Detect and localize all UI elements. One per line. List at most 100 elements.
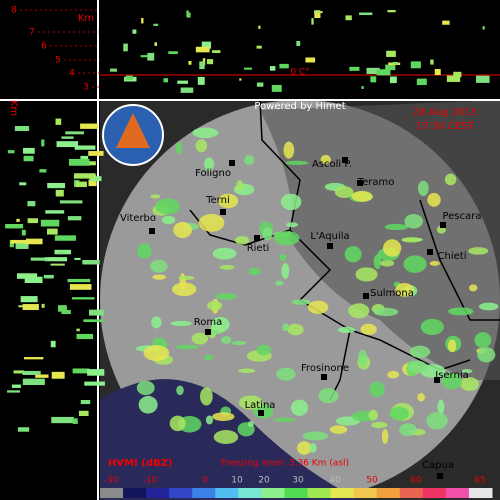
colorbar-swatch	[146, 488, 170, 498]
city-dot	[149, 228, 155, 234]
profile-echo	[385, 64, 396, 71]
profile-echo	[50, 263, 65, 266]
profile-echo	[5, 223, 24, 229]
echo	[286, 222, 298, 228]
echo	[244, 155, 255, 166]
profile-echo	[47, 182, 66, 189]
profile-echo	[361, 86, 364, 89]
echo	[478, 302, 499, 311]
city-dot	[229, 160, 235, 166]
colorbar-label: 50	[366, 476, 378, 486]
echo	[355, 267, 378, 282]
echo	[207, 300, 223, 311]
profile-echo	[199, 61, 205, 70]
echo	[274, 231, 300, 246]
profile-echo	[76, 328, 80, 332]
echo	[409, 345, 431, 359]
profile-echo	[132, 29, 137, 34]
echo	[329, 425, 348, 434]
profile-echo	[345, 15, 352, 21]
profile-echo	[51, 371, 65, 379]
profile-echo	[386, 50, 396, 57]
echo	[373, 254, 382, 270]
profile-echo	[21, 229, 26, 236]
profile-echo	[239, 78, 242, 81]
city-label: Teramo	[357, 177, 395, 188]
profile-echo	[269, 66, 276, 71]
echo	[285, 160, 309, 166]
profile-echo	[84, 381, 105, 386]
profile-echo	[392, 61, 398, 65]
profile-echo	[68, 158, 90, 166]
echo	[358, 349, 368, 367]
profile-echo	[72, 418, 78, 424]
echo	[399, 423, 417, 436]
echo	[169, 415, 186, 432]
city-dot	[205, 329, 211, 335]
profile-echo	[47, 228, 58, 235]
profile-echo	[453, 71, 462, 78]
profile-echo	[78, 410, 89, 417]
echo	[161, 215, 176, 225]
echo	[173, 221, 192, 239]
height-label: 3	[83, 83, 89, 93]
profile-echo	[75, 181, 87, 188]
profile-echo	[58, 251, 66, 255]
profile-echo	[140, 55, 154, 58]
colorbar-swatch	[169, 488, 193, 498]
echo	[404, 214, 423, 229]
colorbar-swatch	[192, 488, 216, 498]
profile-echo	[67, 216, 82, 221]
profile-echo	[41, 139, 45, 147]
side-unit: Km	[8, 100, 19, 116]
city-dot	[254, 235, 260, 241]
logo-mark	[116, 113, 150, 148]
profile-echo	[30, 257, 48, 261]
profile-echo	[258, 25, 261, 29]
city-label: Latina	[245, 400, 276, 411]
colorbar-label: 30	[292, 476, 304, 486]
profile-echo	[434, 69, 441, 76]
echo	[420, 318, 444, 336]
height-label: 4	[69, 69, 75, 79]
city-dot	[357, 180, 363, 186]
city-dot	[427, 249, 433, 255]
colorbar-swatch	[422, 488, 447, 498]
colorbar-swatch	[100, 488, 124, 498]
colorbar-swatch	[307, 488, 332, 498]
colorbar-swatch	[376, 488, 401, 498]
profile-echo	[80, 123, 99, 129]
profile-echo	[44, 257, 68, 262]
echo	[395, 283, 414, 297]
profile-echo	[271, 84, 282, 92]
date: 28 Aug 2013	[413, 107, 477, 118]
echo	[290, 399, 309, 416]
height-label: 5	[55, 56, 61, 66]
profile-echo	[349, 66, 360, 71]
echo	[448, 307, 474, 316]
profile-echo	[19, 182, 27, 186]
echo	[247, 420, 254, 427]
profile-echo	[244, 67, 252, 70]
city-dot	[440, 222, 446, 228]
profile-echo	[23, 147, 35, 154]
echo	[137, 243, 152, 259]
profile-echo	[442, 20, 450, 25]
echo	[307, 300, 329, 314]
colorbar-swatch	[123, 488, 147, 498]
freezing-mark: 0 C°	[290, 68, 309, 78]
city-dot	[321, 374, 327, 380]
city-dot	[327, 243, 333, 249]
colorbar-label: 60	[410, 476, 422, 486]
profile-echo	[359, 12, 373, 16]
profile-echo	[11, 384, 21, 388]
profile-echo	[15, 243, 29, 249]
echo	[320, 154, 331, 164]
echo	[381, 429, 389, 444]
echo	[383, 239, 402, 257]
profile-echo	[56, 141, 79, 148]
profile-echo	[89, 309, 104, 316]
echo	[407, 360, 428, 374]
echo	[150, 194, 161, 199]
profile-echo	[23, 357, 44, 360]
